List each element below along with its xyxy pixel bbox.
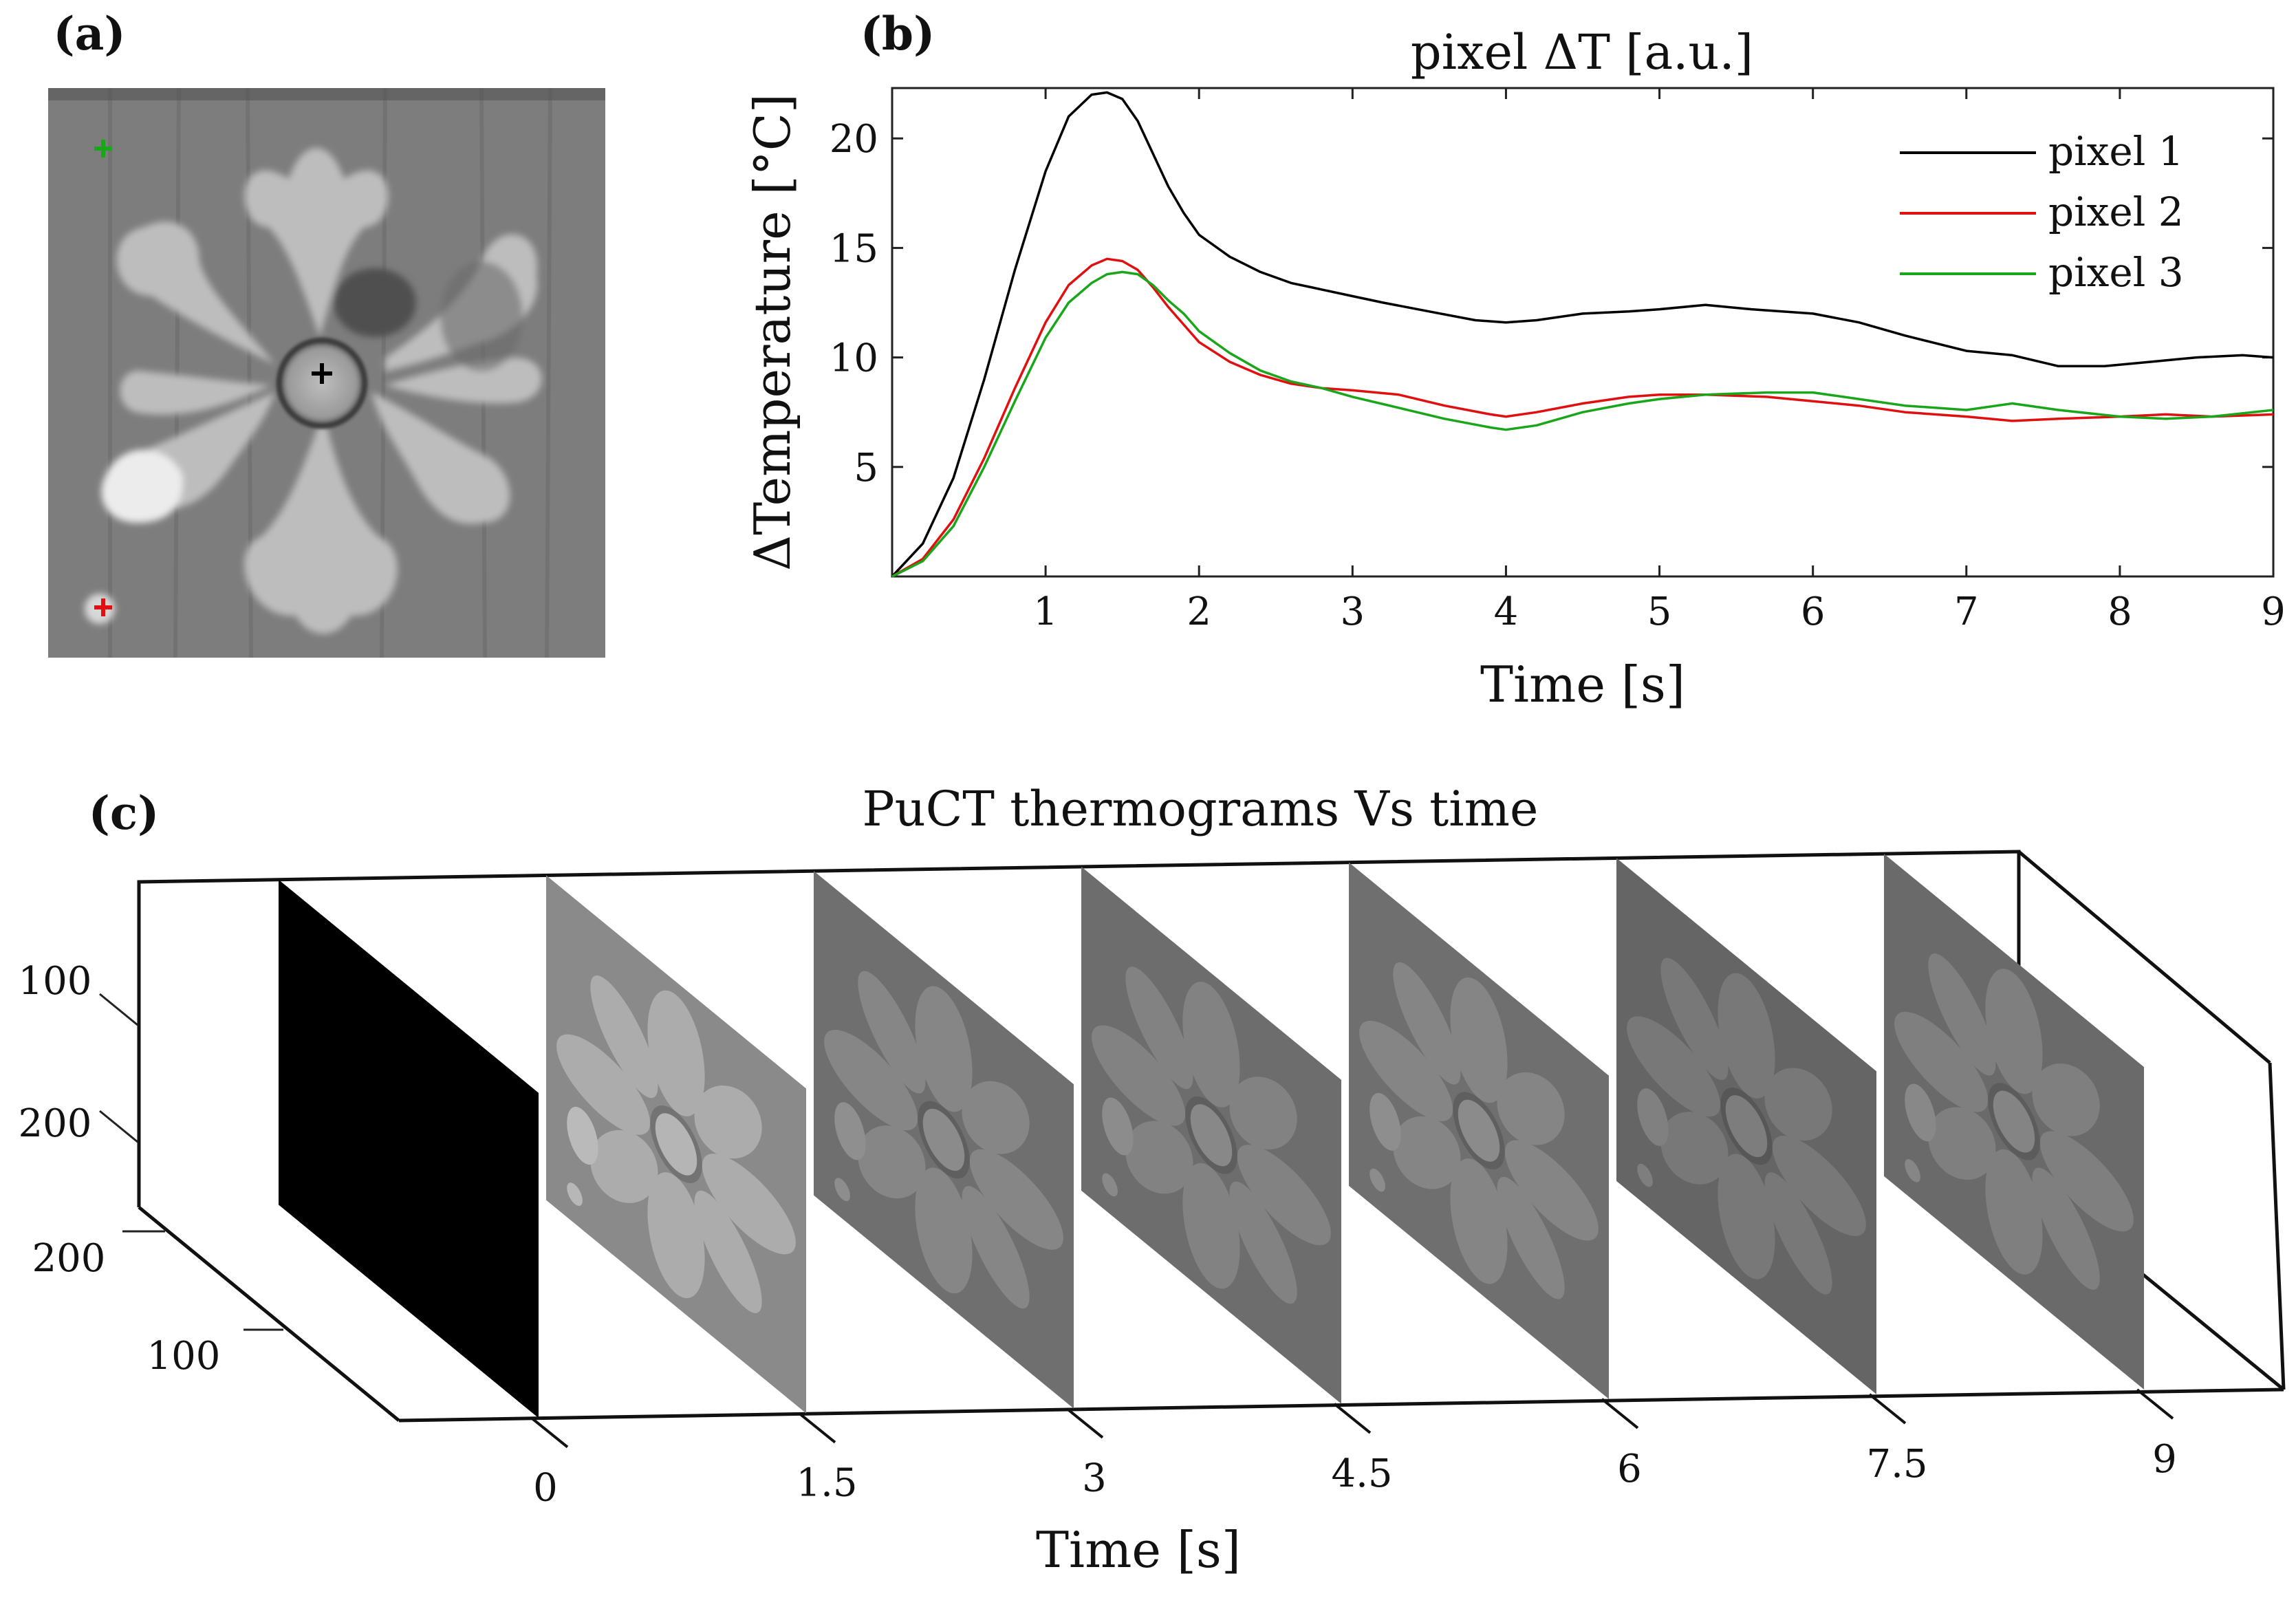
chart-c-frame-5 xyxy=(1616,858,1876,1394)
chart-b-x-tick-label: 5 xyxy=(1647,590,1672,634)
chart-c-frame-2 xyxy=(814,871,1074,1408)
chart-c-frame-4 xyxy=(1349,863,1609,1399)
chart-b-legend-label-3: pixel 3 xyxy=(2048,249,2184,296)
panel-a-thermogram xyxy=(48,87,605,658)
chart-b-y-ticks: 5 10 15 20 xyxy=(830,117,2273,490)
chart-b-x-tick-label: 2 xyxy=(1187,590,1211,634)
chart-b-series-2-line xyxy=(891,257,2274,578)
panel-c-label: (c) xyxy=(89,786,160,840)
chart-b-y-label: ΔTemperature [°C] xyxy=(744,94,801,571)
chart-c-time-tick-label: 3 xyxy=(1082,1456,1107,1501)
chart-b-x-ticks: 1 2 3 4 5 6 7 8 9 xyxy=(1033,88,2286,634)
chart-c-time-tick-mark xyxy=(798,1412,836,1444)
chart-b-y-tick-label: 10 xyxy=(830,336,878,381)
chart-c-time-tick-label: 9 xyxy=(2152,1437,2177,1482)
chart-b-series xyxy=(891,91,2274,578)
chart-c-time-ticks: 0 1.5 3 4.5 6 7.5 9 xyxy=(530,1388,2177,1511)
chart-c-y-tick-100: 100 xyxy=(19,959,92,1004)
chart-c-time-tick-label: 6 xyxy=(1617,1447,1642,1491)
chart-c-time-tick-mark xyxy=(1065,1407,1104,1439)
chart-c-title: PuCT thermograms Vs time xyxy=(863,781,1539,837)
chart-b-x-label: Time [s] xyxy=(1480,656,1685,713)
chart-b-series-3-line xyxy=(891,270,2274,578)
chart-b-legend: pixel 1 pixel 2 pixel 3 xyxy=(1900,128,2184,296)
chart-b-legend-label-2: pixel 2 xyxy=(2048,188,2184,235)
chart-b-legend-label-1: pixel 1 xyxy=(2048,128,2184,175)
chart-c-time-tick-mark xyxy=(2136,1388,2174,1420)
chart-c-time-tick-label: 1.5 xyxy=(796,1461,857,1506)
chart-b-x-tick-label: 1 xyxy=(1033,590,1058,634)
pixel-1-marker xyxy=(312,363,332,384)
chart-b-title: pixel ΔT [a.u.] xyxy=(1411,24,1753,80)
chart-c-time-tick-mark xyxy=(1333,1403,1372,1434)
chart-b-x-tick-label: 3 xyxy=(1341,590,1365,634)
chart-b-x-tick-label: 6 xyxy=(1801,590,1826,634)
chart-c-frame-1 xyxy=(546,875,806,1414)
chart-c: 100 200 200 100 0 1.5 3 4.5 6 7.5 9 Time [s] xyxy=(19,850,2286,1579)
chart-c-time-tick-label: 4.5 xyxy=(1331,1451,1392,1496)
chart-b-x-tick-label: 8 xyxy=(2108,590,2132,634)
chart-b-y-tick-label: 20 xyxy=(830,117,878,162)
chart-c-frames xyxy=(279,854,2144,1418)
chart-c-x-label: Time [s] xyxy=(1036,1521,1241,1579)
chart-c-z-tick-100: 100 xyxy=(147,1334,221,1379)
chart-c-z-tick-200: 200 xyxy=(32,1236,106,1281)
chart-c-time-tick-mark xyxy=(1601,1398,1639,1429)
chart-b-x-tick-label: 4 xyxy=(1494,590,1519,634)
chart-c-y-tick-200: 200 xyxy=(19,1101,92,1146)
chart-b-x-tick-label: 9 xyxy=(2261,590,2286,634)
panel-a-markers xyxy=(94,140,332,616)
chart-c-time-tick-mark xyxy=(1868,1393,1907,1425)
panel-a-label: (a) xyxy=(53,7,125,61)
chart-b-y-tick-label: 5 xyxy=(854,446,878,490)
chart-b-series-1-line xyxy=(891,91,2274,578)
chart-c-axes: 100 200 200 100 xyxy=(19,959,283,1379)
panel-b-label: (b) xyxy=(860,7,935,61)
pixel-2-marker xyxy=(94,598,112,616)
chart-c-frame-0 xyxy=(279,879,539,1418)
chart-c-time-tick-label: 0 xyxy=(533,1466,558,1511)
chart-b-x-tick-label: 7 xyxy=(1954,590,1979,634)
chart-b-axes-box xyxy=(891,87,2275,578)
chart-c-time-tick-label: 7.5 xyxy=(1866,1442,1927,1487)
pixel-3-marker xyxy=(94,140,112,158)
chart-c-frame-3 xyxy=(1081,866,1341,1404)
chart-c-time-tick-mark xyxy=(530,1417,569,1449)
chart-b-y-tick-label: 15 xyxy=(830,226,878,271)
chart-c-frame-6 xyxy=(1884,854,2144,1390)
